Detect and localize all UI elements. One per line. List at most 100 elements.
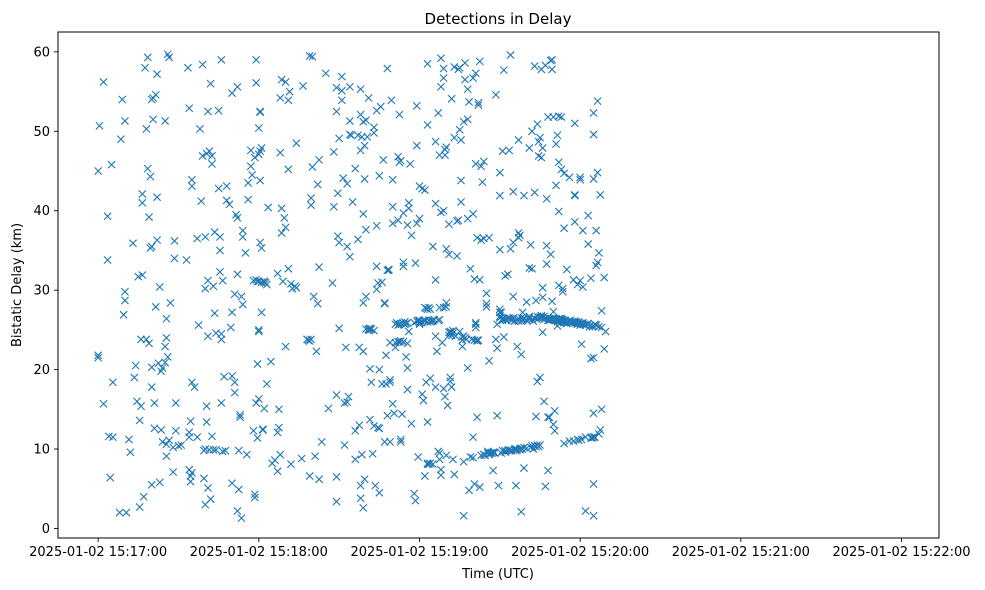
data-point	[499, 66, 508, 75]
data-point	[248, 170, 257, 179]
data-point	[495, 245, 504, 254]
data-point	[511, 481, 520, 490]
data-point	[423, 418, 432, 427]
data-point	[431, 137, 440, 146]
data-point	[217, 398, 226, 407]
data-point	[442, 302, 451, 311]
data-point	[396, 156, 405, 165]
data-point	[162, 440, 171, 449]
data-point	[170, 254, 179, 263]
data-point	[207, 151, 216, 160]
data-point	[199, 474, 208, 483]
data-point	[273, 467, 282, 476]
data-point	[407, 419, 416, 428]
data-point	[128, 239, 137, 248]
data-point	[238, 226, 247, 235]
data-point	[435, 455, 444, 464]
data-point	[505, 146, 514, 155]
data-point	[369, 422, 378, 430]
data-point	[372, 262, 381, 271]
data-point	[577, 435, 586, 444]
data-point	[549, 307, 558, 316]
data-point	[124, 435, 133, 444]
data-point	[589, 511, 598, 520]
data-point	[525, 263, 534, 272]
data-point	[225, 200, 234, 209]
data-point	[203, 483, 212, 492]
data-point	[590, 433, 599, 442]
data-point	[578, 226, 587, 235]
data-point	[474, 336, 483, 345]
data-point	[238, 232, 247, 241]
data-point	[396, 435, 405, 444]
data-point	[201, 284, 210, 293]
data-point	[475, 483, 484, 492]
data-point	[536, 133, 544, 142]
data-point	[576, 173, 585, 182]
data-point	[359, 503, 368, 512]
data-point	[254, 325, 263, 334]
data-point	[147, 363, 156, 372]
data-point	[284, 165, 293, 174]
data-point	[443, 401, 452, 410]
data-point	[280, 213, 289, 222]
data-point	[459, 457, 468, 466]
data-point	[388, 219, 397, 228]
data-point	[353, 131, 362, 140]
data-point	[574, 436, 583, 445]
data-point	[473, 233, 482, 242]
data-point	[558, 284, 567, 293]
data-point	[365, 415, 374, 424]
data-point	[145, 213, 154, 222]
data-point	[253, 360, 262, 369]
data-point	[375, 365, 384, 374]
data-point	[151, 90, 160, 99]
data-point	[309, 292, 318, 301]
data-point	[589, 479, 598, 488]
data-point	[448, 455, 457, 464]
data-point	[503, 270, 512, 279]
data-point	[365, 364, 374, 373]
data-point	[138, 190, 147, 199]
y-axis-label: Bistatic Delay (km)	[10, 223, 25, 347]
data-point	[478, 178, 487, 187]
data-point	[459, 117, 468, 126]
data-point	[307, 335, 316, 344]
y-axis-ticks: 0 10 20 30 40 50 60	[33, 45, 58, 537]
data-point	[438, 338, 447, 347]
data-point	[517, 507, 526, 516]
data-point	[593, 258, 602, 267]
data-point	[388, 399, 397, 408]
data-point	[525, 143, 534, 152]
data-point	[332, 497, 341, 506]
data-point	[146, 172, 155, 181]
data-point	[228, 479, 237, 488]
data-point	[147, 480, 156, 489]
data-point	[540, 397, 549, 406]
data-point	[281, 342, 290, 351]
data-point	[205, 445, 214, 454]
data-point	[403, 385, 412, 394]
data-point	[142, 124, 151, 133]
data-point	[99, 78, 108, 87]
data-point	[329, 147, 338, 156]
data-point	[382, 351, 391, 360]
data-point	[214, 106, 223, 115]
data-point	[297, 454, 306, 463]
data-point	[138, 271, 147, 280]
data-point	[466, 452, 475, 461]
data-point	[538, 143, 547, 152]
data-point	[589, 130, 598, 139]
data-point	[274, 405, 283, 414]
data-point	[177, 441, 186, 450]
data-point	[538, 293, 547, 302]
data-point	[596, 425, 605, 434]
data-point	[387, 96, 396, 105]
data-point	[426, 305, 435, 314]
data-point	[450, 470, 459, 479]
x-tick-label: 2025-01-02 15:19:00	[350, 545, 488, 560]
data-point	[344, 392, 353, 401]
data-point	[359, 298, 368, 307]
data-point	[532, 296, 540, 305]
y-tick-label: 20	[33, 363, 50, 378]
